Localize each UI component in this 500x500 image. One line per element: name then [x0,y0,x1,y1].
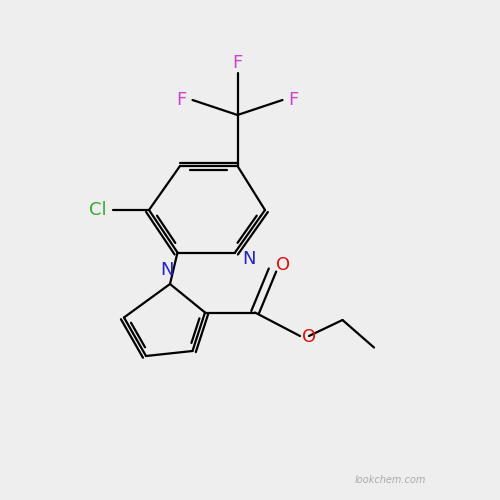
Text: F: F [176,91,186,109]
Text: N: N [242,250,256,268]
Text: O: O [276,256,290,274]
Text: lookchem.com: lookchem.com [354,475,426,485]
Text: O: O [302,328,316,346]
Text: F: F [288,91,298,109]
Text: Cl: Cl [88,201,106,219]
Text: F: F [232,54,242,72]
Text: N: N [161,261,174,279]
